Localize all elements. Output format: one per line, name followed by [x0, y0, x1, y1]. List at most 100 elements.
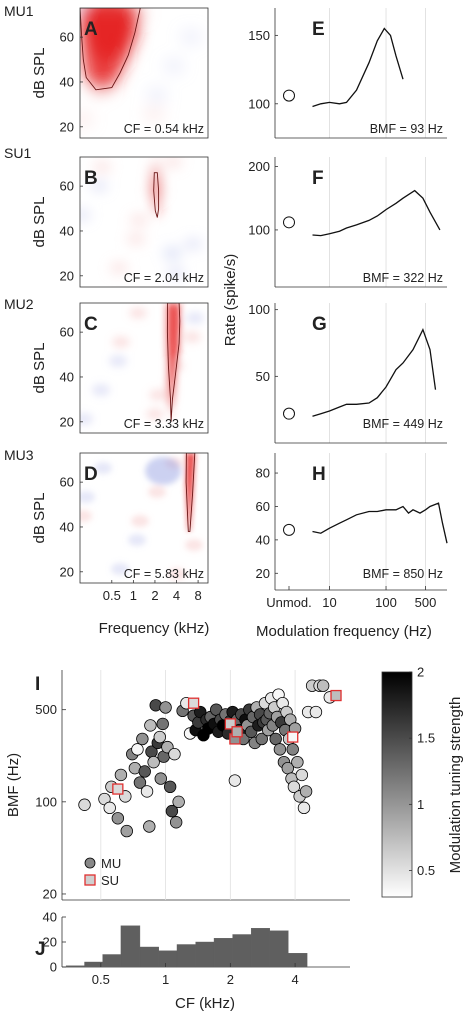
scatter-point-mu [287, 780, 301, 794]
panel-b-frame [79, 156, 209, 288]
histogram-bar [158, 950, 178, 968]
rate-curve [312, 27, 404, 108]
panel-d: MU3 D CF = 5.83 kHz 20 40 60 0.5 1 2 4 8 dB SP… [4, 447, 209, 637]
bmf-annotation-g: BMF = 449 Hz [363, 417, 443, 431]
xtick-label: 4 [291, 972, 298, 987]
heatmap-noise-blob [94, 462, 112, 474]
heatmap-suppression-blob [162, 245, 183, 262]
bmf-annotation-e: BMF = 93 Hz [370, 122, 443, 136]
heatmap-noise-blob [167, 267, 185, 279]
scatter-point-mu [138, 765, 151, 778]
heatmap-suppression-blob [145, 456, 182, 485]
xtick-label: 2 [151, 588, 158, 603]
scatter-point-mu [291, 755, 304, 769]
heatmap-noise-blob [90, 180, 108, 192]
heatmap-noise-blob [185, 539, 203, 551]
ytick-label: 0 [50, 960, 57, 975]
histogram-bar [102, 954, 122, 968]
panel-b-heatmap [80, 157, 202, 279]
ytick-label: 80 [256, 466, 270, 481]
ytick-label: 60 [60, 179, 74, 194]
histogram-bar [84, 961, 103, 968]
cf-annotation-b: CF = 2.04 kHz [124, 271, 204, 285]
scatter-point-mu [159, 701, 172, 714]
ytick-label: 100 [248, 222, 270, 237]
scatter-point-su [112, 783, 124, 795]
panel-letter-i: I [35, 674, 40, 695]
ylabel-dbspl-d: dB SPL [31, 493, 48, 544]
ytick-label: 40 [43, 910, 57, 925]
heatmap-noise-blob [111, 563, 129, 575]
heatmap-noise-blob [183, 331, 201, 343]
histogram-bar [120, 925, 141, 968]
ytick-label: 200 [248, 159, 270, 174]
scatter-point-mu [131, 743, 144, 756]
scatter-point-mu [165, 804, 179, 818]
ytick-label: 20 [43, 886, 57, 901]
colorbar-tick-label: 0.5 [417, 863, 435, 878]
panel-a-frame [79, 7, 209, 139]
xtick-label: 4 [173, 588, 180, 603]
heatmap-noise-blob [80, 113, 92, 125]
heatmap-noise-blob [112, 336, 130, 348]
unit-label-mu1: MU1 [4, 3, 34, 19]
scatter-point-mu [143, 820, 156, 833]
ytick-label: 20 [60, 414, 74, 429]
histogram-bar [288, 953, 308, 968]
legend-su-label: SU [101, 873, 119, 888]
panel-c-frame [79, 302, 209, 434]
scatter-point-mu [169, 816, 183, 829]
ylabel-dbspl-c: dB SPL [31, 343, 48, 394]
histogram-bar [195, 941, 215, 968]
heatmap-response-area [167, 303, 180, 422]
heatmap-noise-blob [129, 307, 147, 319]
xlabel-cf: CF (kHz) [175, 995, 235, 1012]
ytick-label: 60 [60, 475, 74, 490]
xtick-label: 1 [130, 588, 137, 603]
scatter-point-mu [140, 785, 154, 798]
xtick-label: 8 [194, 588, 201, 603]
scatter-point-mu [228, 774, 242, 787]
ytick-label: 40 [256, 532, 270, 547]
ytick-label: 100 [248, 96, 270, 111]
scatter-point-mu [111, 812, 125, 825]
unmodulated-rate-marker [283, 216, 295, 229]
ytick-label: 40 [60, 74, 74, 89]
panel-c-background [80, 303, 208, 433]
unit-label-mu2: MU2 [4, 296, 34, 312]
unmodulated-rate-marker [283, 407, 295, 420]
histogram-bar [232, 934, 252, 968]
xtick-label: 100 [375, 595, 397, 610]
ytick-label: 40 [60, 369, 74, 384]
scatter-point-mu [168, 747, 181, 761]
heatmap-noise-blob [130, 214, 148, 226]
cf-annotation-c: CF = 3.33 kHz [124, 417, 204, 431]
xtick-label: 0.5 [92, 972, 110, 987]
panel-b: SU1 B CF = 2.04 kHz 20 40 60 dB SPL [4, 145, 209, 288]
contour-line [80, 8, 141, 91]
scatter-point-mu [136, 732, 149, 746]
scatter-point-mu [286, 743, 299, 756]
panel-letter-a: A [84, 19, 98, 40]
panel-letter-c: C [84, 314, 98, 335]
panel-g: 50 100 G BMF = 449 Hz Rate (spike/s) [222, 254, 447, 444]
ytick-label: 60 [60, 325, 74, 340]
panel-i: I 20 100 500 BMF (Hz) MU SU 0.5 1 1.5 2 Modul… [5, 665, 464, 902]
bmf-annotation-f: BMF = 322 Hz [363, 271, 443, 285]
contour-line [153, 172, 160, 218]
heatmap-noise-blob [149, 389, 167, 401]
ytick-label: 40 [60, 519, 74, 534]
heatmap-noise-blob [110, 262, 128, 274]
panel-letter-j: J [35, 939, 46, 960]
heatmap-response-area [153, 172, 159, 218]
xtick-label: 10 [322, 595, 336, 610]
panel-c: MU2 C CF = 3.33 kHz 20 40 60 dB SPL [4, 296, 209, 434]
panel-letter-d: D [84, 464, 98, 485]
scatter-point-mu [120, 824, 133, 838]
heatmap-noise-blob [186, 312, 204, 324]
scatter-point-mu [156, 717, 169, 731]
unmodulated-rate-marker [283, 523, 295, 536]
panel-letter-e: E [312, 19, 325, 40]
scatter-point-mu [255, 732, 268, 746]
heatmap-response-area [80, 8, 141, 90]
